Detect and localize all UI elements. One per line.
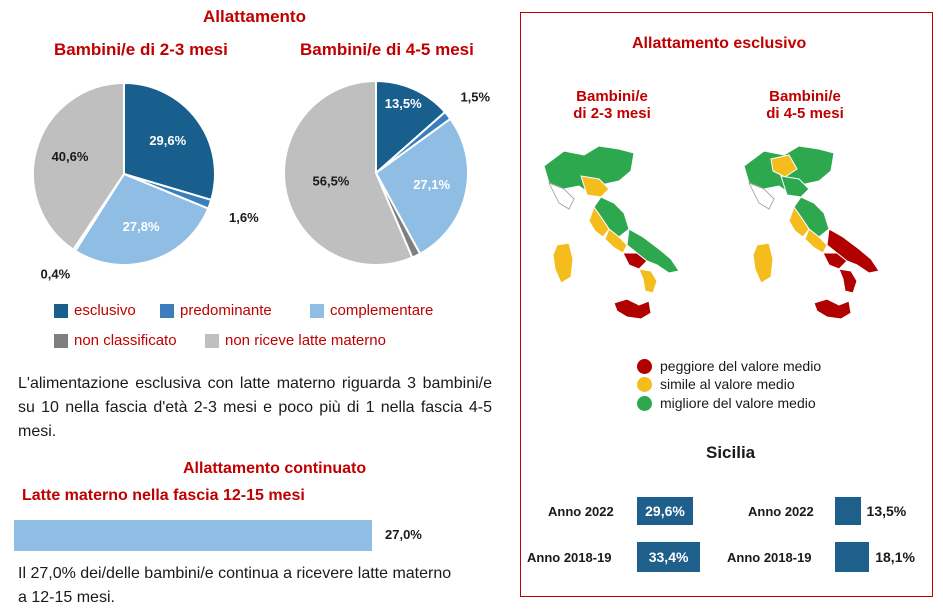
pie-slice-non-riceve-latte-materno bbox=[283, 79, 414, 266]
pie-chart-2-3-mesi: 29,6% 1,6% 27,8% 0,4% 40,6% bbox=[32, 81, 259, 281]
continued-description: Il 27,0% dei/delle bambini/e continua a … bbox=[18, 565, 452, 606]
continued-bar-label: 27,0% bbox=[385, 527, 422, 542]
sicilia-2018-2-3-bar: 33,4% bbox=[637, 542, 701, 572]
worse-dot-icon bbox=[637, 358, 652, 374]
sicilia-2022-2-3-bar: 29,6% bbox=[637, 497, 693, 525]
pie2-title: Bambini/e di 4-5 mesi bbox=[300, 40, 474, 59]
map1-title-line2: di 2-3 mesi bbox=[573, 105, 651, 122]
pie-label-predominante: 1,6% bbox=[229, 210, 259, 225]
legend-swatch bbox=[160, 303, 174, 318]
map-legend-label: migliore del valore medio bbox=[660, 395, 816, 411]
chart-title: Allattamento bbox=[203, 7, 306, 26]
exclusive-description: L'alimentazione esclusiva con latte mate… bbox=[18, 375, 492, 440]
pie-slice-non-riceve-latte-materno bbox=[32, 81, 125, 251]
map2-title: Bambini/e di 4-5 mesi bbox=[760, 88, 850, 122]
legend-label: esclusivo bbox=[74, 302, 136, 319]
map1-title: Bambini/e di 2-3 mesi bbox=[567, 88, 657, 122]
legend-item-non-riceve: non riceve latte materno bbox=[205, 332, 386, 349]
pie-slice-complementare bbox=[73, 172, 210, 266]
map-legend-label: simile al valore medio bbox=[660, 376, 795, 392]
pie-slice-esclusivo bbox=[123, 81, 216, 202]
map2-title-line2: di 4-5 mesi bbox=[766, 105, 844, 122]
sicilia-title: Sicilia bbox=[706, 443, 756, 462]
pie-label-esclusivo: 29,6% bbox=[149, 133, 186, 148]
legend-item-non-classificato: non classificato bbox=[54, 332, 177, 349]
legend-label: predominante bbox=[180, 302, 272, 319]
sicilia-2018-4-5-value: 18,1% bbox=[875, 549, 915, 565]
map-legend-better: migliore del valore medio bbox=[637, 395, 816, 411]
pie-label-esclusivo: 13,5% bbox=[385, 96, 422, 111]
row-label-2022-left: Anno 2022 bbox=[548, 504, 614, 519]
legend-swatch bbox=[54, 333, 68, 348]
pie-label-non-riceve-latte-materno: 56,5% bbox=[313, 174, 350, 189]
exclusive-panel: Allattamento esclusivo Bambini/e di 2-3 … bbox=[520, 12, 933, 597]
legend-item-predominante: predominante bbox=[160, 302, 272, 319]
pie-slice-esclusivo bbox=[375, 79, 447, 176]
italy-map-2-3-mesi bbox=[543, 145, 680, 320]
legend-label: non riceve latte materno bbox=[225, 332, 386, 349]
legend-label: complementare bbox=[330, 302, 434, 319]
pie-label-complementare: 27,1% bbox=[413, 177, 450, 192]
continued-title: Allattamento continuato bbox=[183, 460, 367, 477]
pie-label-complementare: 27,8% bbox=[123, 219, 160, 234]
legend-item-complementare: complementare bbox=[310, 302, 433, 319]
legend-swatch bbox=[310, 303, 324, 318]
pie-chart-4-5-mesi: 13,5% 1,5% 27,1% 1,5% 56,5% bbox=[283, 79, 491, 285]
map1-title-line1: Bambini/e bbox=[576, 88, 648, 105]
legend-swatch bbox=[54, 303, 68, 318]
sicilia-2018-4-5-bar bbox=[835, 542, 870, 572]
continued-subtitle: Latte materno nella fascia 12-15 mesi bbox=[22, 487, 305, 504]
continued-bar bbox=[14, 520, 372, 551]
row-label-2018-left: Anno 2018-19 bbox=[527, 550, 612, 565]
pie-label-non-riceve-latte-materno: 40,6% bbox=[52, 149, 89, 164]
pie-label-non-classificato: 0,4% bbox=[41, 266, 71, 281]
pie-slice-complementare bbox=[374, 117, 469, 256]
italy-map-4-5-mesi bbox=[743, 145, 880, 320]
sicilia-2018-2-3-value: 33,4% bbox=[648, 549, 689, 565]
map-legend-label: peggiore del valore medio bbox=[660, 358, 822, 374]
pie-charts: 29,6% 1,6% 27,8% 0,4% 40,6% 13,5% 1,5% 27,1% 1,… bbox=[32, 79, 491, 285]
sicilia-2022-4-5-value: 13,5% bbox=[866, 503, 907, 519]
pie1-title: Bambini/e di 2-3 mesi bbox=[54, 40, 228, 59]
map-legend-similar: simile al valore medio bbox=[637, 376, 795, 392]
row-label-2018-right: Anno 2018-19 bbox=[727, 550, 812, 565]
panel-title: Allattamento esclusivo bbox=[632, 35, 807, 52]
map2-title-line1: Bambini/e bbox=[769, 88, 841, 105]
similar-dot-icon bbox=[637, 376, 652, 392]
pie-label-non-classificato: 1,5% bbox=[427, 282, 457, 285]
pie-label-predominante: 1,5% bbox=[460, 90, 490, 105]
legend-swatch bbox=[205, 333, 219, 348]
map-legend-worse: peggiore del valore medio bbox=[637, 358, 821, 374]
row-label-2022-right: Anno 2022 bbox=[748, 504, 814, 519]
sicilia-2022-2-3-value: 29,6% bbox=[645, 503, 685, 519]
better-dot-icon bbox=[637, 395, 652, 411]
legend-item-esclusivo: esclusivo bbox=[54, 302, 136, 319]
legend-label: non classificato bbox=[74, 332, 177, 349]
sicilia-2022-4-5-bar bbox=[835, 497, 861, 525]
